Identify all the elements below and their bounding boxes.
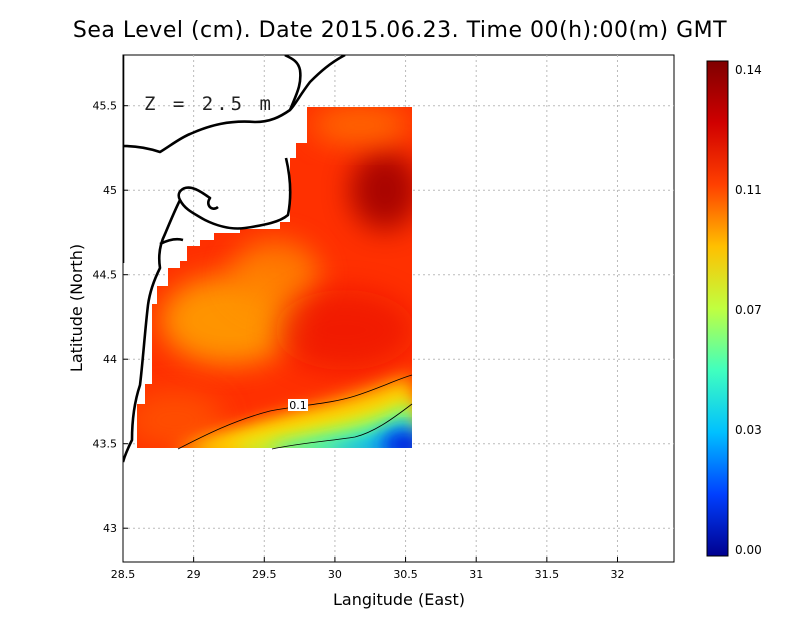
field-max-east [350, 150, 412, 230]
x-tick-label: 32 [610, 568, 624, 581]
colorbar-tick-label: 0.00 [735, 543, 762, 557]
colorbar-tick-label: 0.14 [735, 63, 762, 77]
y-tick-label: 44 [103, 353, 117, 366]
contour-label: 0.1 [289, 399, 307, 412]
y-tick-label: 43 [103, 522, 117, 535]
y-tick-label: 43.5 [93, 438, 118, 451]
x-tick-label: 29 [187, 568, 201, 581]
x-tick-label: 28.5 [111, 568, 136, 581]
field-southwest [137, 390, 225, 448]
x-tick-label: 30.5 [393, 568, 418, 581]
field-high-center [230, 240, 320, 310]
x-tick-label: 30 [328, 568, 342, 581]
band-deepblue [383, 431, 412, 448]
depth-annotation: Z = 2.5 m [144, 93, 274, 115]
field-north [310, 107, 410, 145]
y-axis: 43 43.5 44 44.5 45 45.5 [93, 100, 128, 535]
x-tick-label: 29.5 [252, 568, 277, 581]
contour-line-lower [271, 403, 413, 450]
y-tick-label: 44.5 [93, 269, 118, 282]
x-axis-label: Langitude (East) [333, 590, 465, 609]
coastline [123, 55, 346, 463]
x-axis: 28.5 29 29.5 30 30.5 31 31.5 32 [111, 557, 624, 581]
colorbar-labels: 0.14 0.11 0.07 0.03 0.00 [735, 63, 762, 557]
colorbar-tick-label: 0.03 [735, 423, 762, 437]
colorbar-tick-label: 0.07 [735, 303, 762, 317]
colorbar [706, 60, 729, 557]
x-tick-label: 31.5 [535, 568, 560, 581]
y-axis-label: Latitude (North) [67, 244, 86, 372]
chart-title: Sea Level (cm). Date 2015.06.23. Time 00… [72, 18, 728, 43]
field-mid [275, 290, 412, 370]
y-tick-label: 45.5 [93, 100, 118, 113]
x-tick-label: 31 [469, 568, 483, 581]
contour-label-box [288, 399, 308, 411]
colorbar-tick-label: 0.11 [735, 183, 762, 197]
y-tick-label: 45 [103, 184, 117, 197]
